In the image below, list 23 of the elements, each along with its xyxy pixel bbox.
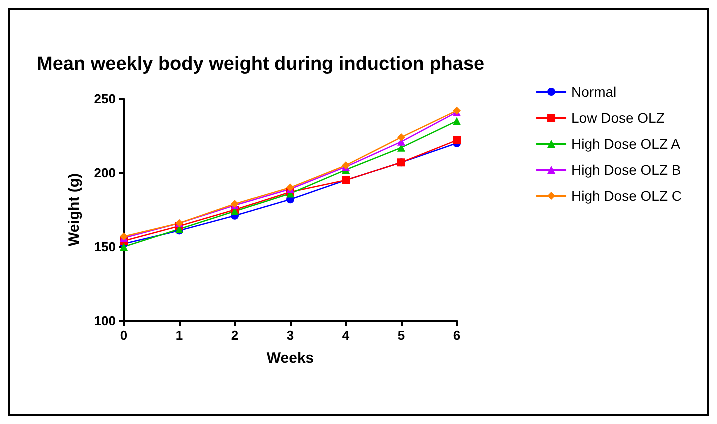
y-tick-label: 250 [94,92,116,106]
y-tick-label: 200 [94,166,116,180]
y-tick-label: 100 [94,314,116,328]
x-tick-label: 0 [120,328,128,343]
point [398,133,406,142]
legend-label: High Dose OLZ A [572,136,682,152]
x-tick-label: 6 [453,328,461,343]
x-tick-label: 3 [286,328,294,343]
legend-label: Low Dose OLZ [572,110,666,126]
x-tick-label: 1 [176,328,184,343]
y-axis-title: Weight (g) [66,173,83,247]
point [120,243,128,251]
legend-label: Normal [572,84,617,100]
x-tick-label: 4 [342,328,350,343]
legend-label: High Dose OLZ C [572,188,682,204]
point [453,117,461,126]
point [453,136,461,144]
chart-title: Mean weekly body weight during induction phase [37,54,485,75]
x-tick-label: 2 [231,328,239,343]
legend-label: High Dose OLZ B [572,162,682,178]
x-axis-title: Weeks [266,350,314,367]
x-tick-label: 5 [398,328,406,343]
y-tick-label: 150 [94,240,116,254]
